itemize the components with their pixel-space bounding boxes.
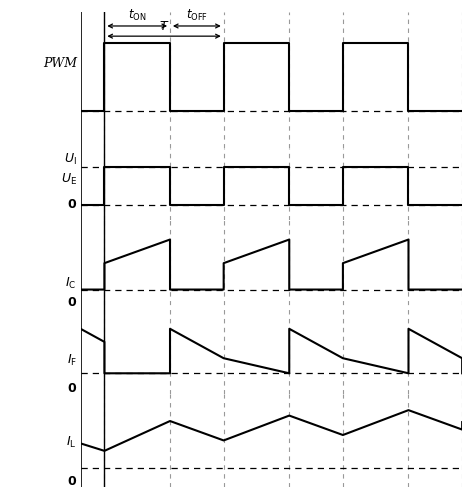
Text: PWM: PWM [43, 58, 77, 71]
Text: $\mathbf{0}$: $\mathbf{0}$ [67, 296, 77, 309]
Text: $T$: $T$ [159, 20, 169, 33]
Text: $t_{\rm OFF}$: $t_{\rm OFF}$ [186, 8, 208, 23]
Text: $I_{\rm C}$: $I_{\rm C}$ [65, 276, 77, 291]
Text: $I_{\rm L}$: $I_{\rm L}$ [66, 435, 77, 450]
Text: $\mathbf{0}$: $\mathbf{0}$ [67, 382, 77, 395]
Text: $\mathbf{0}$: $\mathbf{0}$ [67, 198, 77, 211]
Text: $U_{\rm E}$: $U_{\rm E}$ [61, 172, 77, 187]
Text: $I_{\rm F}$: $I_{\rm F}$ [66, 352, 77, 368]
Text: $\mathbf{0}$: $\mathbf{0}$ [67, 475, 77, 488]
Text: $U_{\rm I}$: $U_{\rm I}$ [64, 152, 77, 167]
Text: $t_{\rm ON}$: $t_{\rm ON}$ [128, 8, 146, 23]
